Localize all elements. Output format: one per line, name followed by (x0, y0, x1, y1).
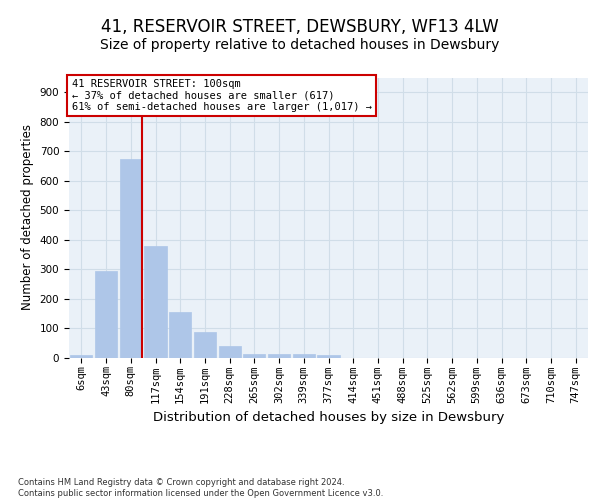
Bar (243, 354, 265, 358)
Bar (218, 346, 241, 358)
Text: 41 RESERVOIR STREET: 100sqm
← 37% of detached houses are smaller (617)
61% of se: 41 RESERVOIR STREET: 100sqm ← 37% of det… (71, 79, 371, 112)
Bar (145, 246, 167, 358)
Y-axis label: Number of detached properties: Number of detached properties (21, 124, 34, 310)
Bar (95, 270, 117, 358)
Bar (119, 158, 142, 358)
Bar (194, 332, 216, 357)
Bar (70, 355, 92, 358)
Bar (268, 354, 290, 358)
Text: 41, RESERVOIR STREET, DEWSBURY, WF13 4LW: 41, RESERVOIR STREET, DEWSBURY, WF13 4LW (101, 18, 499, 36)
Bar (169, 312, 191, 358)
X-axis label: Distribution of detached houses by size in Dewsbury: Distribution of detached houses by size … (153, 411, 504, 424)
Bar (293, 354, 315, 358)
Bar (317, 355, 340, 358)
Text: Size of property relative to detached houses in Dewsbury: Size of property relative to detached ho… (100, 38, 500, 52)
Text: Contains HM Land Registry data © Crown copyright and database right 2024.
Contai: Contains HM Land Registry data © Crown c… (18, 478, 383, 498)
